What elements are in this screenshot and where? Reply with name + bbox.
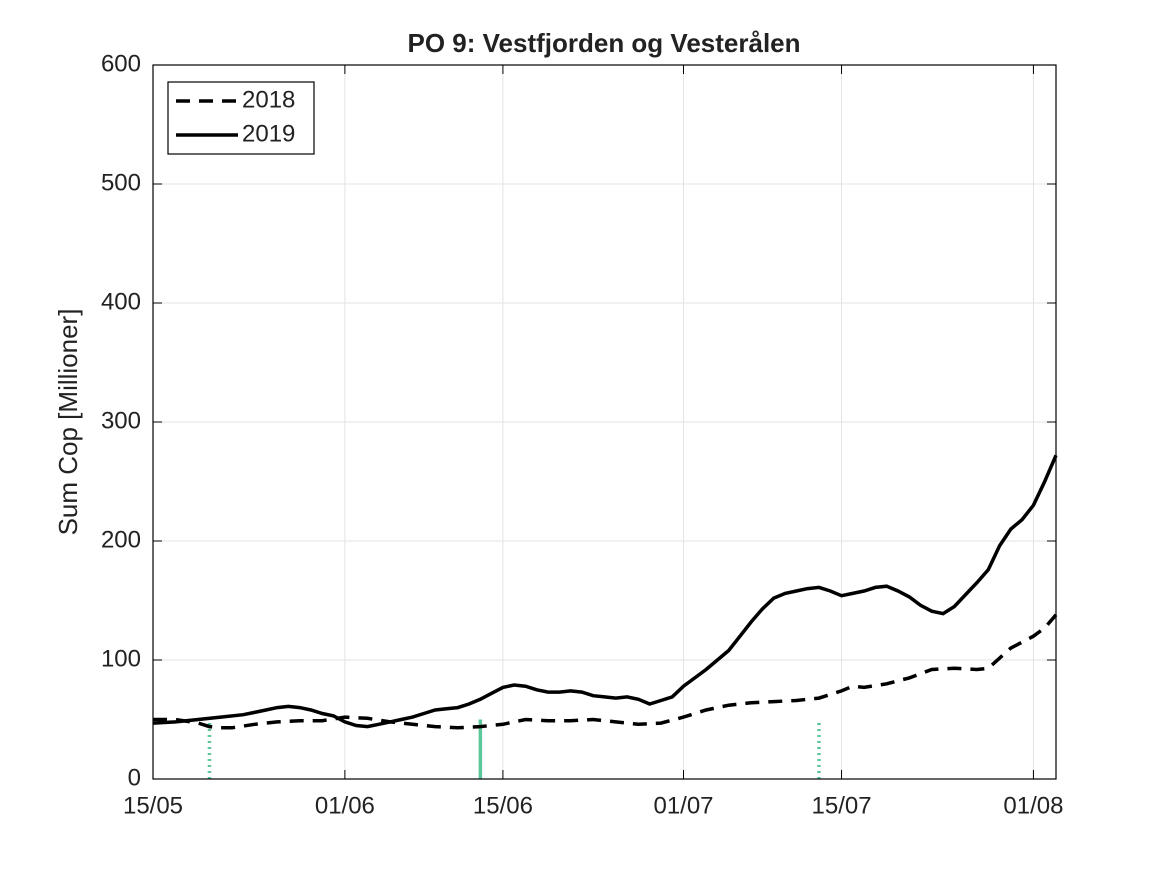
data-line [153, 613, 1058, 730]
chart-title: PO 9: Vestfjorden og Vesterålen [407, 28, 800, 58]
y-tick-label: 400 [101, 288, 141, 315]
legend-label: 2019 [242, 120, 295, 147]
y-tick-label: 500 [101, 169, 141, 196]
plot-frame [152, 64, 1057, 780]
x-tick-label: 01/07 [653, 792, 713, 819]
y-tick-label: 600 [101, 50, 141, 77]
y-tick-label: 300 [101, 407, 141, 434]
y-tick-label: 100 [101, 645, 141, 672]
y-tick-label: 0 [128, 764, 141, 791]
x-tick-label: 15/06 [473, 792, 533, 819]
y-tick-label: 200 [101, 526, 141, 553]
legend-label: 2018 [242, 86, 295, 113]
x-tick-label: 15/07 [812, 792, 872, 819]
data-line [152, 454, 1058, 729]
x-tick-label: 01/08 [1003, 792, 1063, 819]
legend-box [167, 81, 315, 155]
x-tick-label: 01/06 [315, 792, 375, 819]
y-axis-label: Sum Cop [Millioner] [53, 309, 83, 536]
x-tick-label: 15/05 [123, 792, 183, 819]
